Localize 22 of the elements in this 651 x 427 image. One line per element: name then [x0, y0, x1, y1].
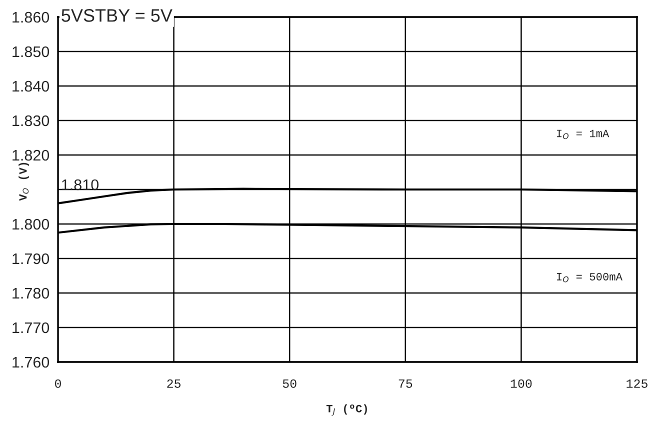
x-tick-label: 50	[282, 379, 296, 388]
y-tick-label: 1.840	[12, 80, 50, 92]
x-tick-label: 25	[167, 379, 181, 388]
y-tick-label: 1.770	[12, 322, 50, 334]
x-tick-label: 100	[510, 379, 532, 388]
y-tick-label: 1.790	[12, 253, 50, 264]
x-tick-label: 75	[398, 379, 412, 388]
y-tick-label: 1.830	[12, 115, 50, 126]
y-tick-label: 1.850	[12, 46, 50, 58]
y-tick-label: 1.820	[12, 150, 50, 161]
y-tick-label: 1.860	[12, 12, 50, 23]
annotation: I$_{O}$ = 1mA	[557, 130, 610, 140]
annotation: 1.810	[62, 179, 99, 190]
y-axis-title: V$_{O}$ (V)	[18, 162, 29, 201]
y-tick-label: 1.760	[12, 356, 50, 368]
x-tick-label: 0	[55, 379, 61, 388]
y-tick-label: 1.800	[12, 218, 50, 230]
x-tick-label: 125	[626, 379, 648, 388]
y-tick-label: 1.780	[12, 288, 50, 299]
chart-title: 5VSTBY = 5V	[62, 9, 172, 22]
annotation: I$_{O}$ = 500mA	[557, 272, 622, 282]
x-axis-title: T$_{J}$ (ºC)	[326, 404, 367, 416]
